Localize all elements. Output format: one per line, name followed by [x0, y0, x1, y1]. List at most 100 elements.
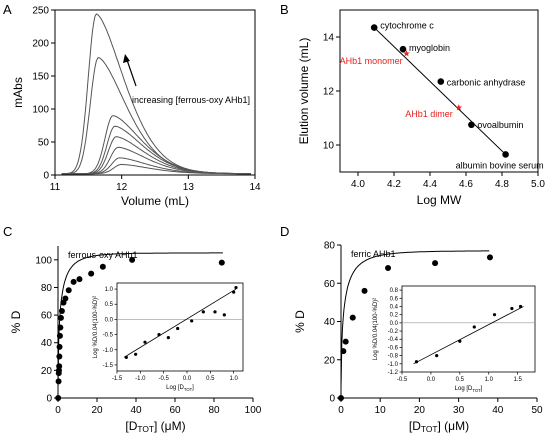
panel-d-inset-data-point [435, 354, 439, 358]
panel-d-y-tick-label: 20 [324, 355, 336, 366]
panel-c-inset-x-tick-label: 1.0 [229, 376, 238, 382]
panel-b-x-tick-label: 5.0 [531, 179, 545, 190]
panel-a-x-tick-label: 13 [183, 182, 195, 193]
panel-c-data-point [55, 395, 62, 401]
panel-c-inset-data-point [232, 290, 236, 294]
panel-a-elution-curve [61, 157, 252, 175]
panel-c-data-point [218, 259, 225, 266]
panel-b-x-axis-label: Log MW [417, 193, 462, 207]
panel-c-inset-y-axis-label: Log %D/0.04(100-%D)² [93, 296, 99, 358]
panel-b-standard-label: carbonic anhydrase [447, 78, 526, 88]
panel-c-data-point [58, 307, 65, 314]
panel-c-inset-data-point [234, 285, 238, 290]
panel-c-inset-data-point [157, 332, 161, 337]
panel-c-inset-y-tick-label: 1.0 [105, 287, 114, 293]
panel-a-y-tick-label: 50 [38, 138, 50, 149]
panel-b-ahb1-label: AHb1 monomer [340, 56, 403, 66]
panel-a-y-tick-label: 0 [43, 171, 49, 182]
panel-b-y-axis-label: Elution volume (mL) [297, 38, 311, 145]
panel-c-inset-data-point [134, 352, 138, 356]
panel-c-inset-x-tick-label: 0.5 [206, 376, 215, 382]
panel-b-x-tick-label: 4.4 [423, 179, 437, 190]
panel-d-label: D [280, 224, 289, 239]
panel-b-x-tick-label: 4.8 [495, 179, 509, 190]
panel-b-standard-point [468, 121, 475, 129]
panel-d-inset-x-tick-label: 1.5 [513, 377, 522, 383]
panel-a-elution-curve [61, 115, 251, 175]
panel-d-x-tick-label: 30 [453, 405, 465, 416]
panel-c-data-point [99, 263, 106, 270]
panel-b-x-tick-label: 4.2 [387, 179, 401, 190]
panel-d-x-tick-label: 20 [414, 405, 426, 416]
panel-c-inset-data-point [201, 310, 205, 314]
panel-d-inset-y-tick-label: -1.0 [388, 362, 399, 368]
panel-a-y-tick-label: 200 [32, 39, 49, 50]
panel-b-standard-label: cytochrome c [380, 21, 434, 31]
panel-c-inset-x-tick-label: -1.5 [112, 376, 123, 382]
panel-d-inset-y-axis-label: Log %D/0.04(100-%D)² [373, 298, 379, 360]
panel-d-inset-y-tick-label: -0.4 [388, 337, 399, 343]
panel-c-inset-x-tick-label: -0.5 [158, 376, 169, 382]
panel-c-y-tick-label: 80 [41, 283, 53, 294]
panel-d-inset-x-tick-label: -0.5 [397, 377, 408, 383]
panel-c-inset-data-point [124, 355, 128, 359]
panel-a-y-axis-label: mAbs [11, 77, 25, 108]
panel-d-inset-frame [401, 285, 536, 373]
panel-c-inset-x-tick-label: -1.0 [135, 376, 146, 382]
panel-d-inset-y-tick-label: -0.6 [388, 345, 399, 351]
panel-a-annotation: increasing [ferrous-oxy AHb1] [132, 95, 250, 105]
panel-b-y-tick-label: 12 [323, 87, 335, 98]
panel-c-data-point [57, 324, 64, 331]
panel-d-x-tick-label: 10 [375, 405, 387, 416]
panel-d-data-point [349, 314, 356, 321]
panel-c-x-tick-label: 100 [245, 405, 262, 416]
panel-d-data-point [432, 260, 439, 267]
panel-c-data-point [56, 363, 63, 370]
panel-b-standard-label: albumin bovine serum [456, 160, 544, 170]
panel-d-inset-y-tick-label: -1.2 [388, 370, 399, 376]
panel-d-inset-x-tick-label: 0.5 [456, 377, 465, 383]
panel-b-calibration: 4.0 4.2 4.4 4.6 4.8 5.0 10 12 14 Log MW Elution vo… [297, 9, 545, 207]
panel-c-label: C [3, 224, 12, 239]
panel-c-data-point [76, 276, 83, 283]
panel-b-x-tick-label: 4.6 [459, 179, 473, 190]
panel-a-y-tick-label: 250 [32, 6, 49, 17]
panel-c-data-point [56, 343, 63, 350]
panel-b-label: B [280, 2, 289, 17]
panel-c-data-point [70, 278, 77, 285]
panel-a-chromatogram: 11 12 13 14 0 50 100 150 200 250 Volume (mL) mAbs in… [11, 6, 261, 209]
panel-a-elution-curve [61, 136, 251, 175]
panel-d-x-tick-label: 40 [492, 405, 504, 416]
panel-d-inset-data-point [510, 306, 514, 311]
panel-b-standard-label: myoglobin [409, 43, 450, 53]
panel-c-data-point [55, 378, 62, 385]
panel-c-inset-data-point [190, 319, 194, 323]
panel-d-y-tick-label: 0 [329, 394, 335, 405]
panel-c-x-tick-label: 0 [55, 405, 61, 416]
panel-b-fit-line [373, 27, 506, 155]
panel-d-data-point [361, 287, 368, 294]
panel-c-y-tick-label: 20 [41, 366, 53, 377]
panel-b-standard-label: ovoalbumin [477, 120, 523, 130]
panel-c-data-point [62, 295, 69, 302]
panel-d-x-axis-label: [DTOT] (μM) [409, 419, 469, 434]
panel-b-frame [339, 9, 539, 173]
panel-a-elution-curve [61, 13, 251, 175]
panel-d-data-point [338, 395, 344, 401]
panel-c-x-tick-label: 40 [130, 405, 142, 416]
panel-d-inset-y-tick-label: 0.2 [390, 313, 399, 319]
panel-d-ferric-titration: 0 10 20 30 40 50 0 20 40 60 80 [DTOT] (μM) % D ferric… [293, 241, 543, 435]
panel-d-inset-data-point [414, 360, 419, 364]
panel-b-standard-point [502, 151, 509, 158]
panel-c-inset-data-point [166, 336, 170, 340]
panel-a-label: A [3, 2, 12, 17]
panel-d-inset-data-point [472, 325, 476, 329]
panel-d-inset-y-tick-label: 0.0 [390, 321, 399, 327]
panel-d-inset-y-tick-label: -0.8 [388, 354, 399, 360]
panel-c-y-tick-label: 0 [46, 394, 52, 405]
panel-d-y-axis-label: % D [293, 310, 307, 333]
panel-b-x-tick-label: 4.0 [351, 179, 365, 190]
